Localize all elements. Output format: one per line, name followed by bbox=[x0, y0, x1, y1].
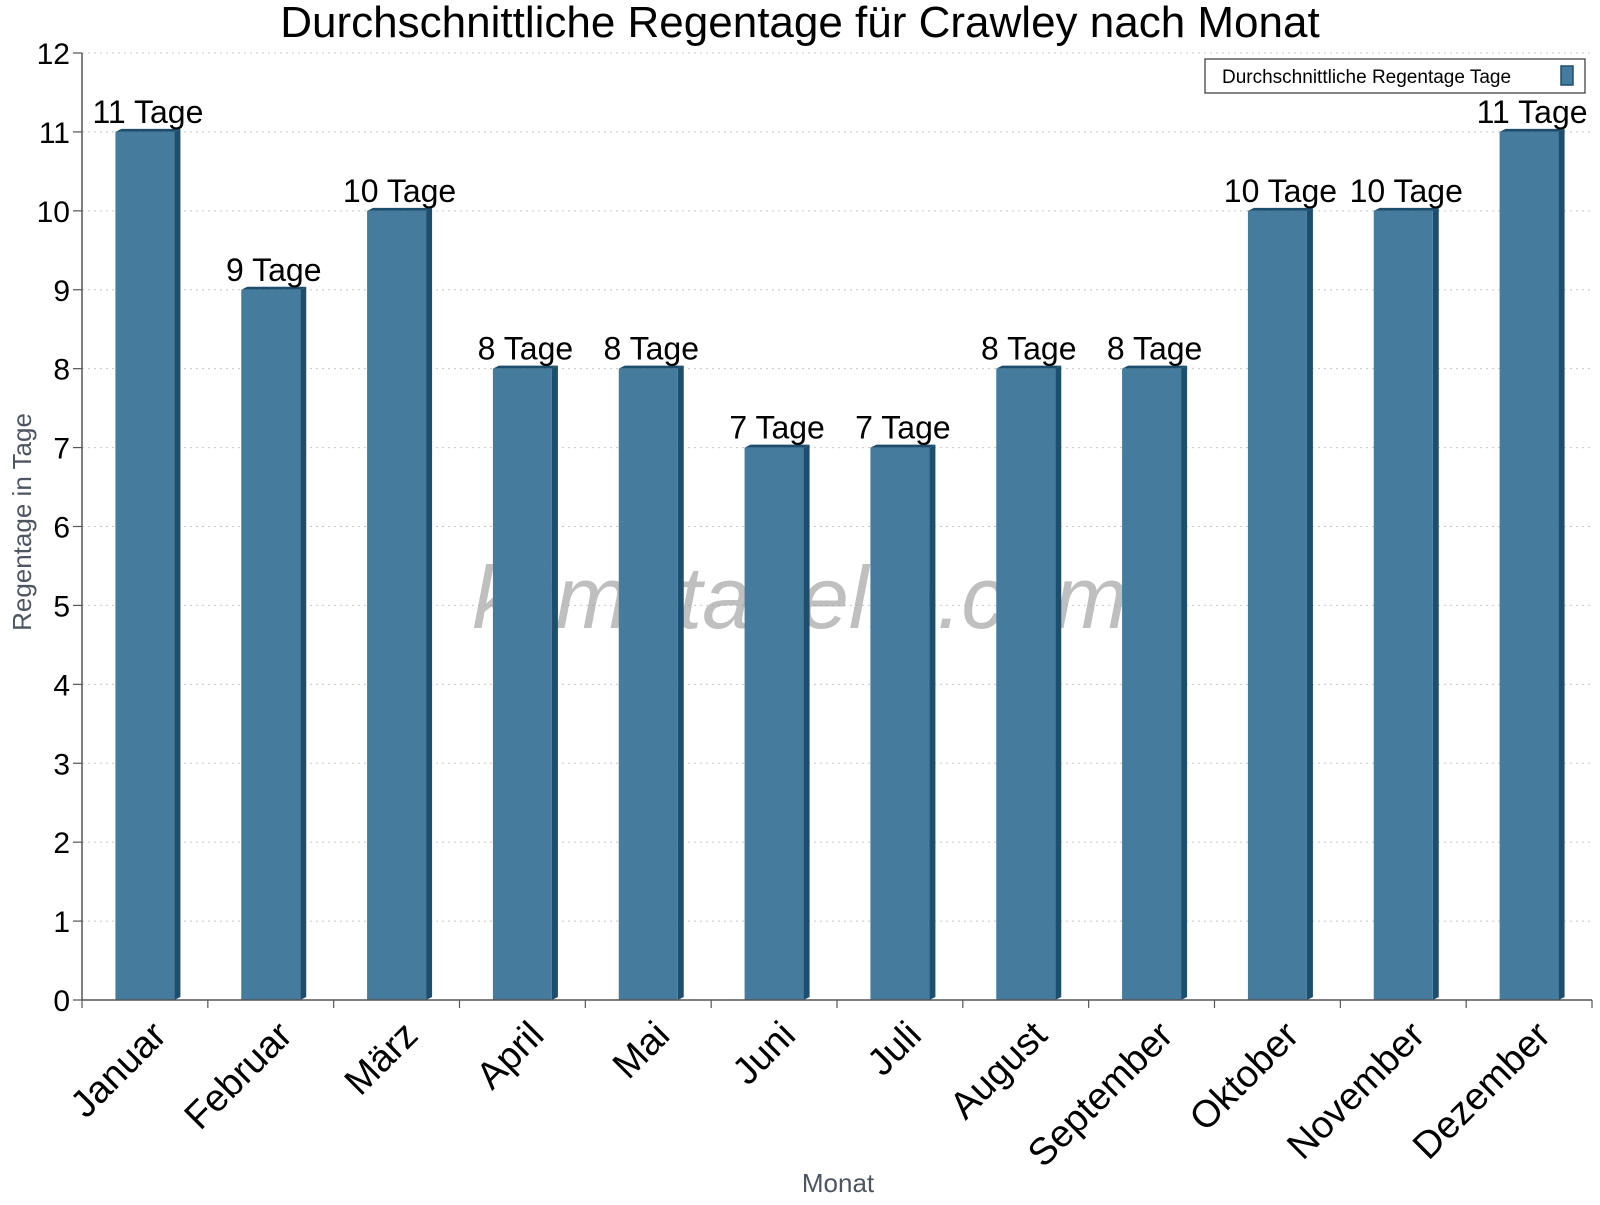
bar-side bbox=[551, 365, 558, 1001]
bar bbox=[1247, 210, 1307, 1001]
bar bbox=[1373, 210, 1433, 1001]
y-tick-label: 9 bbox=[53, 275, 70, 308]
bar-side bbox=[929, 444, 936, 1000]
bar-side bbox=[426, 207, 433, 1001]
y-tick-label: 12 bbox=[37, 38, 70, 71]
legend: Durchschnittliche Regentage Tage bbox=[1204, 58, 1586, 94]
bar-top bbox=[115, 128, 181, 132]
data-label: 7 Tage bbox=[855, 410, 951, 446]
y-tick-label: 4 bbox=[53, 669, 70, 702]
bar-top bbox=[492, 365, 558, 369]
bar-side bbox=[1558, 128, 1565, 1000]
y-tick-label: 2 bbox=[53, 827, 70, 860]
y-tick-label: 0 bbox=[53, 985, 70, 1018]
y-tick-label: 5 bbox=[53, 590, 70, 623]
bar-top bbox=[618, 365, 684, 369]
data-label: 8 Tage bbox=[478, 331, 574, 367]
y-tick-label: 6 bbox=[53, 512, 70, 545]
y-tick-label: 11 bbox=[39, 117, 70, 150]
x-tick-label: Juli bbox=[860, 1014, 930, 1084]
chart-title: Durchschnittliche Regentage für Crawley … bbox=[280, 0, 1319, 47]
x-tick-label: Januar bbox=[63, 1014, 175, 1126]
x-tick-label: April bbox=[469, 1014, 552, 1097]
bar bbox=[996, 368, 1056, 1001]
bar-side bbox=[803, 444, 810, 1000]
axes-layer bbox=[73, 52, 1593, 1008]
bar bbox=[1122, 368, 1182, 1001]
x-tick-label: Dezember bbox=[1405, 1014, 1559, 1168]
bar-side bbox=[1055, 365, 1062, 1001]
bar bbox=[618, 368, 678, 1001]
data-label: 8 Tage bbox=[981, 331, 1077, 367]
bar-top bbox=[1499, 128, 1565, 132]
x-tick-label: Juni bbox=[725, 1014, 804, 1093]
bar-top bbox=[996, 365, 1062, 369]
y-tick-label: 8 bbox=[53, 354, 70, 387]
bar-side bbox=[677, 365, 684, 1001]
data-label: 10 Tage bbox=[343, 173, 456, 209]
bar-top bbox=[870, 444, 936, 448]
bar-side bbox=[1181, 365, 1188, 1001]
x-tick-label: Oktober bbox=[1182, 1014, 1308, 1140]
x-tick-label: März bbox=[337, 1014, 426, 1103]
bar bbox=[744, 447, 804, 1000]
x-tick-label: Februar bbox=[177, 1014, 301, 1138]
data-label: 11 Tage bbox=[1477, 94, 1588, 130]
bar bbox=[241, 289, 301, 1000]
bar-top bbox=[1247, 207, 1313, 211]
bar bbox=[1499, 131, 1559, 1000]
data-label: 8 Tage bbox=[1107, 331, 1203, 367]
bar-side bbox=[300, 286, 307, 1000]
bar bbox=[367, 210, 427, 1001]
bars-layer bbox=[115, 128, 1565, 1001]
x-tick-label: August bbox=[942, 1014, 1056, 1128]
x-axis-label: Monat bbox=[802, 1168, 875, 1198]
bar-side bbox=[1306, 207, 1313, 1001]
y-tick-label: 3 bbox=[53, 748, 70, 781]
bar-top bbox=[744, 444, 810, 448]
data-label: 10 Tage bbox=[1224, 173, 1337, 209]
x-tick-label: November bbox=[1279, 1014, 1433, 1168]
bar-top bbox=[241, 286, 307, 290]
legend-swatch bbox=[1560, 65, 1574, 86]
bar-side bbox=[1432, 207, 1439, 1001]
bar-top bbox=[367, 207, 433, 211]
bar-side bbox=[174, 128, 181, 1000]
bar-top bbox=[1122, 365, 1188, 369]
bar bbox=[870, 447, 930, 1000]
x-tick-label: Mai bbox=[605, 1014, 678, 1087]
legend-label: Durchschnittliche Regentage Tage bbox=[1222, 67, 1511, 88]
data-label: 11 Tage bbox=[92, 94, 203, 130]
bar bbox=[115, 131, 175, 1000]
y-axis-label: Regentage in Tage bbox=[7, 413, 37, 631]
data-label: 10 Tage bbox=[1350, 173, 1463, 209]
data-label: 9 Tage bbox=[226, 252, 322, 288]
legend-box bbox=[1204, 58, 1586, 94]
y-tick-label: 7 bbox=[53, 433, 70, 466]
bar bbox=[492, 368, 552, 1001]
y-tick-label: 10 bbox=[37, 196, 70, 229]
data-label: 8 Tage bbox=[604, 331, 700, 367]
y-tick-label: 1 bbox=[53, 906, 70, 939]
bar-top bbox=[1373, 207, 1439, 211]
data-label: 7 Tage bbox=[729, 410, 825, 446]
